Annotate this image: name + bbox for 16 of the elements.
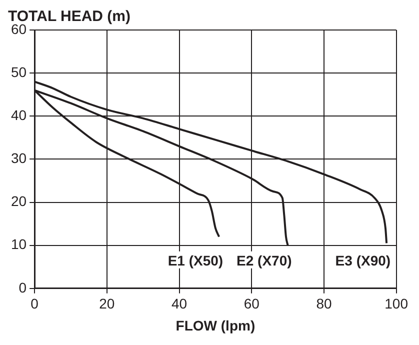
- x-tick-label: 100: [384, 296, 408, 312]
- x-tick-label: 40: [171, 296, 188, 312]
- y-tick-label: 20: [10, 193, 27, 210]
- y-tick-label: 40: [10, 106, 27, 123]
- series-label: E3 (X90): [335, 252, 391, 268]
- x-tick-label: 20: [99, 296, 115, 312]
- series-label: E2 (X70): [236, 252, 292, 268]
- y-tick-label: 10: [10, 236, 27, 252]
- y-tick-label: 0: [18, 279, 27, 296]
- x-axis-title: FLOW (lpm): [176, 317, 256, 334]
- y-tick-label: 50: [10, 64, 27, 80]
- series-label: E1 (X50): [168, 252, 224, 268]
- x-tick-label: 0: [30, 296, 39, 312]
- y-tick-label: 30: [10, 150, 27, 166]
- x-tick-label: 60: [244, 296, 260, 312]
- x-tick-label: 80: [316, 296, 332, 312]
